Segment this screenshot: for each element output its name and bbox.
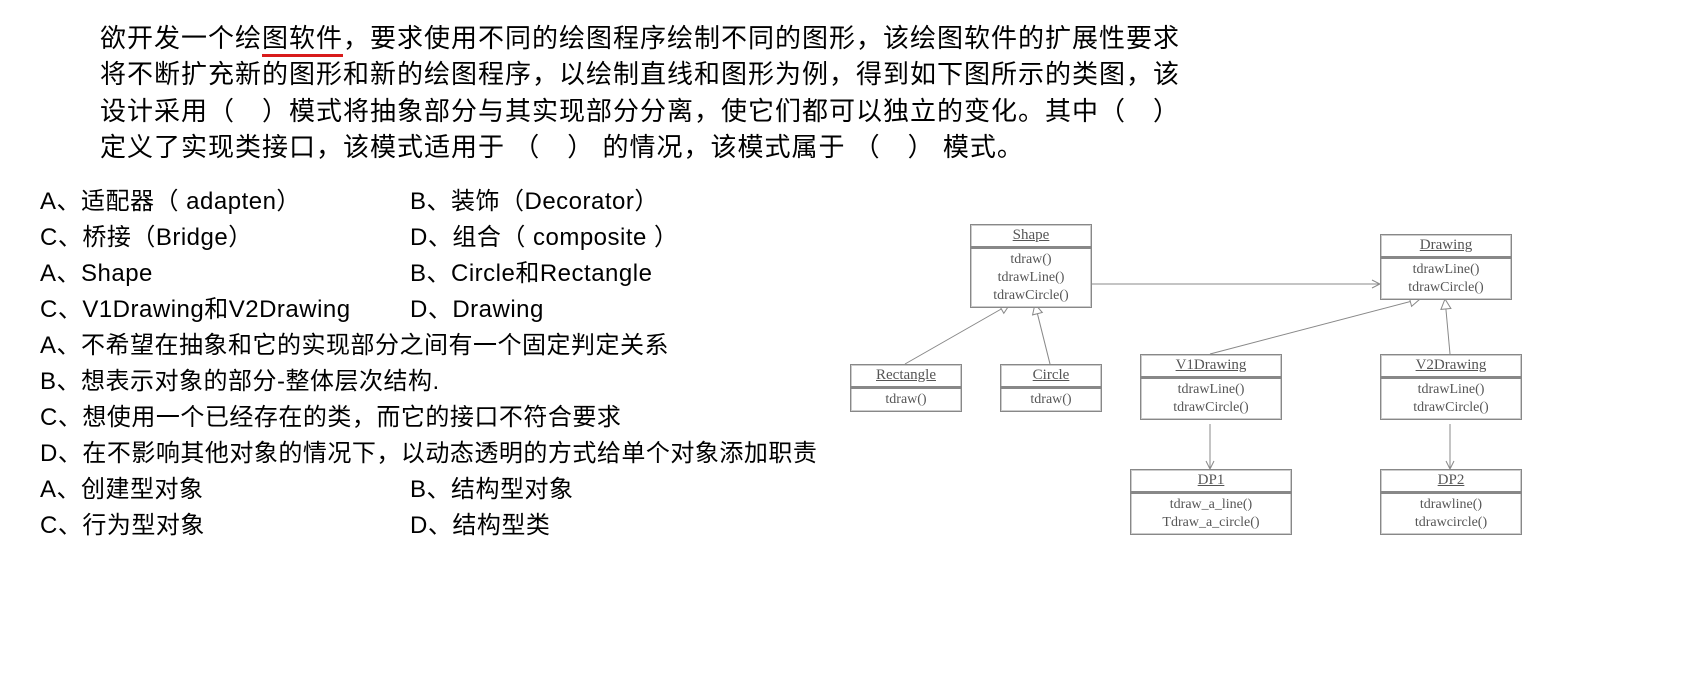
q3-option-a: A、不希望在抽象和它的实现部分之间有一个固定判定关系	[40, 328, 840, 364]
uml-v1drawing: V1Drawing tdrawLine() tdrawCircle()	[1140, 354, 1282, 420]
uml-circle: Circle tdraw()	[1000, 364, 1102, 412]
question-stem: 欲开发一个绘图软件，要求使用不同的绘图程序绘制不同的图形，该绘图软件的扩展性要求…	[100, 20, 1200, 166]
q3-option-d: D、在不影响其他对象的情况下，以动态透明的方式给单个对象添加职责	[40, 436, 840, 472]
uml-method: tdrawline()	[1387, 496, 1515, 514]
uml-dp2-title: DP2	[1381, 470, 1521, 492]
q1-option-b: B、装饰（Decorator）	[410, 184, 659, 220]
uml-rectangle-title: Rectangle	[851, 365, 961, 387]
uml-method: tdrawCircle()	[1387, 399, 1515, 417]
uml-method: tdrawCircle()	[977, 287, 1085, 305]
question-text-underline: 图软件	[262, 23, 343, 57]
uml-method: tdraw_a_line()	[1137, 496, 1285, 514]
uml-method: tdrawCircle()	[1387, 279, 1505, 297]
uml-diagram: Shape tdraw() tdrawLine() tdrawCircle() …	[840, 224, 1645, 564]
uml-circle-title: Circle	[1001, 365, 1101, 387]
q2-option-a: A、Shape	[40, 256, 410, 292]
q2-option-b: B、Circle和Rectangle	[410, 256, 652, 292]
uml-method: tdraw()	[1007, 391, 1095, 409]
uml-rectangle: Rectangle tdraw()	[850, 364, 962, 412]
uml-shape-title: Shape	[971, 225, 1091, 247]
uml-dp1: DP1 tdraw_a_line() Tdraw_a_circle()	[1130, 469, 1292, 535]
uml-v2drawing-title: V2Drawing	[1381, 355, 1521, 377]
q4-option-b: B、结构型对象	[410, 472, 574, 508]
q1-option-a: A、适配器（ adapten）	[40, 184, 410, 220]
uml-v1drawing-title: V1Drawing	[1141, 355, 1281, 377]
q2-option-c: C、V1Drawing和V2Drawing	[40, 292, 410, 328]
uml-method: tdraw()	[977, 251, 1085, 269]
uml-method: tdrawCircle()	[1147, 399, 1275, 417]
q4-option-a: A、创建型对象	[40, 472, 410, 508]
options-block: A、适配器（ adapten） B、装饰（Decorator） C、桥接（Bri…	[40, 184, 840, 544]
uml-v2drawing: V2Drawing tdrawLine() tdrawCircle()	[1380, 354, 1522, 420]
uml-method: tdrawLine()	[1387, 381, 1515, 399]
q2-option-d: D、Drawing	[410, 292, 544, 328]
uml-method: tdrawLine()	[1387, 261, 1505, 279]
uml-method: tdraw()	[857, 391, 955, 409]
q3-option-c: C、想使用一个已经存在的类，而它的接口不符合要求	[40, 400, 840, 436]
uml-method: tdrawcircle()	[1387, 514, 1515, 532]
uml-shape: Shape tdraw() tdrawLine() tdrawCircle()	[970, 224, 1092, 309]
uml-drawing: Drawing tdrawLine() tdrawCircle()	[1380, 234, 1512, 300]
uml-dp1-title: DP1	[1131, 470, 1291, 492]
q1-option-c: C、桥接（Bridge）	[40, 220, 410, 256]
question-text-a: 欲开发一个绘	[100, 23, 262, 53]
q4-option-d: D、结构型类	[410, 508, 550, 544]
q3-option-b: B、想表示对象的部分-整体层次结构.	[40, 364, 840, 400]
uml-method: tdrawLine()	[1147, 381, 1275, 399]
q4-option-c: C、行为型对象	[40, 508, 410, 544]
uml-dp2: DP2 tdrawline() tdrawcircle()	[1380, 469, 1522, 535]
uml-method: tdrawLine()	[977, 269, 1085, 287]
q1-option-d: D、组合（ composite ）	[410, 220, 679, 256]
uml-drawing-title: Drawing	[1381, 235, 1511, 257]
uml-method: Tdraw_a_circle()	[1137, 514, 1285, 532]
